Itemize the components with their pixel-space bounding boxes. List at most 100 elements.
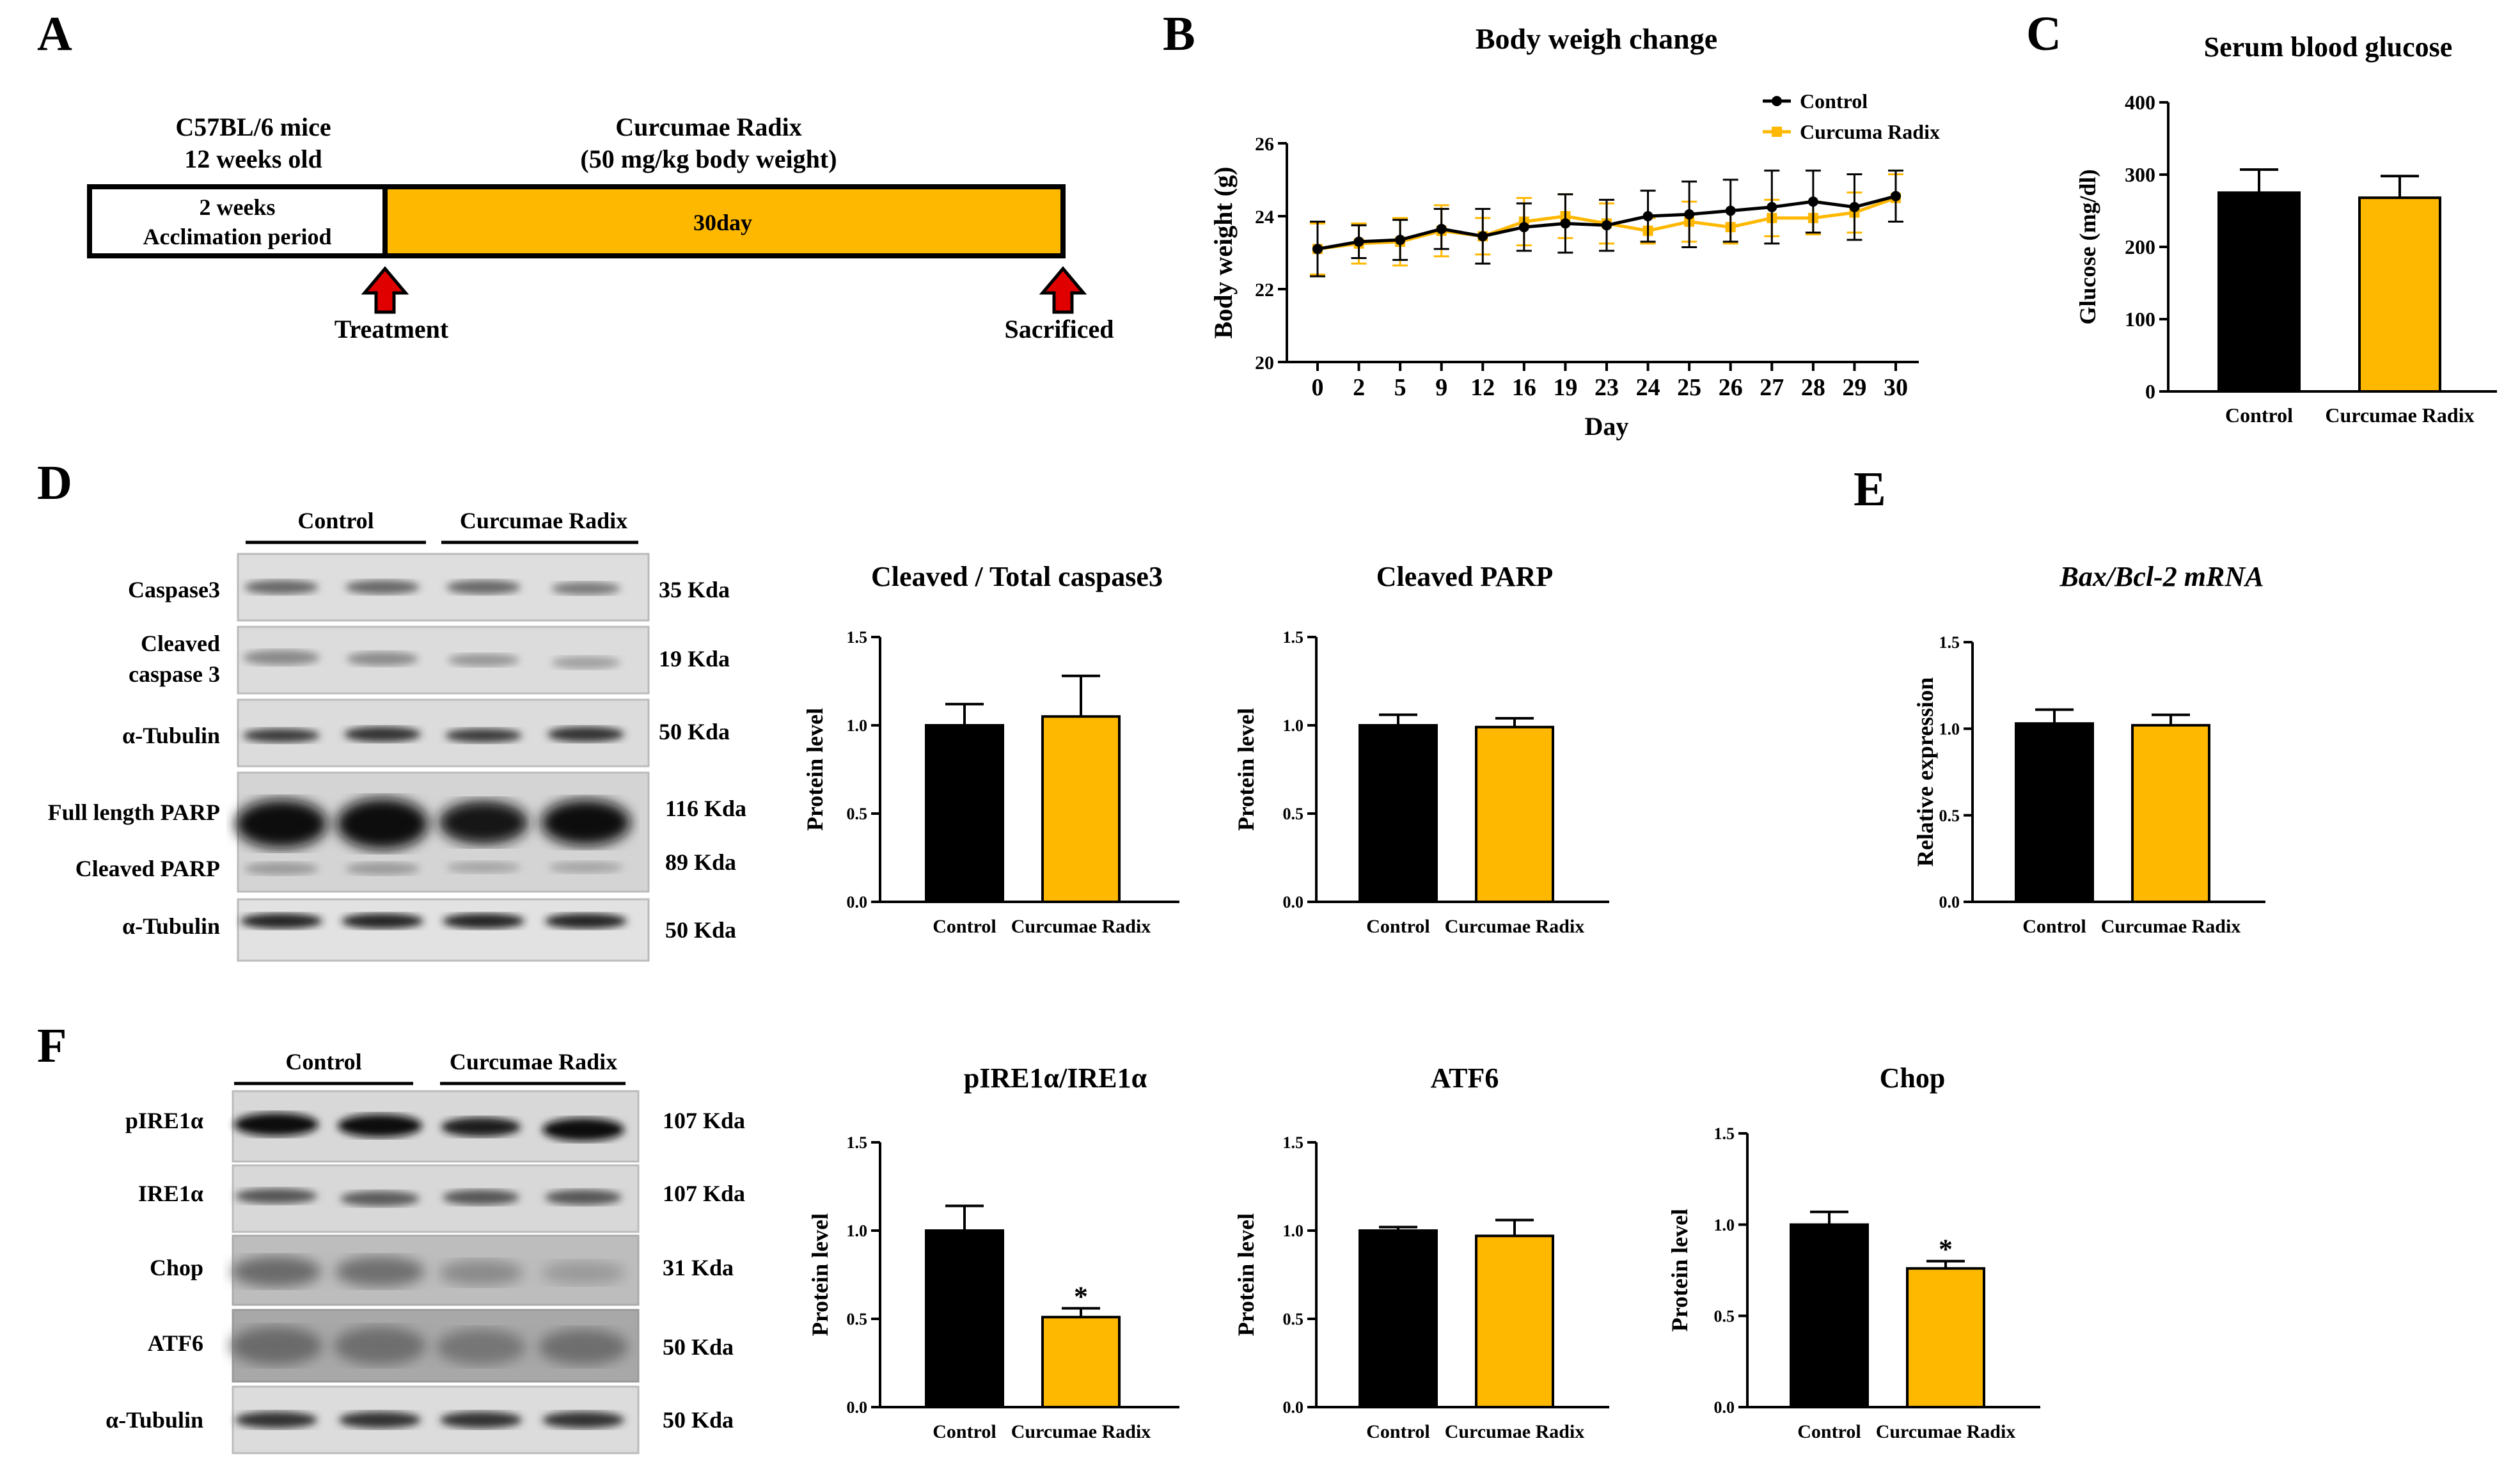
blot-f-label-pire1a: pIRE1α (125, 1108, 203, 1133)
data-point (1725, 205, 1736, 216)
y-tick-label: 0.0 (847, 893, 868, 911)
sacrificed-label: Sacrificed (1004, 315, 1114, 343)
mice-age-label: 12 weeks old (184, 145, 322, 173)
data-point (1477, 231, 1488, 242)
treatment-label: Treatment (335, 315, 449, 343)
y-tick-label: 1.5 (1283, 1133, 1304, 1152)
blot-d-kda-6: 50 Kda (665, 917, 736, 943)
panel-label-e: E (1854, 462, 1886, 516)
y-tick-label: 1.5 (847, 628, 868, 647)
y-tick-label: 0.5 (847, 1310, 868, 1328)
category-label: Control (2225, 404, 2293, 427)
panel-label-a: A (37, 7, 72, 61)
blot-strip-caspase3 (237, 553, 650, 622)
chart-pire1-ire1: pIRE1α/IRE1α 0.0 0.5 1.0 1.5 Protein level Con… (807, 1062, 1179, 1442)
category-label: Control (933, 1421, 996, 1442)
y-tick-label: 1.0 (1283, 1222, 1304, 1240)
data-point (1767, 201, 1777, 212)
x-tick-label: 24 (1636, 374, 1660, 401)
timeline-diagram: C57BL/6 mice 12 weeks old Curcumae Radix… (87, 113, 1114, 343)
chart-atf6: ATF6 0.0 0.5 1.0 1.5 Protein level Control Curc… (1233, 1062, 1609, 1442)
panel-label-f: F (37, 1019, 67, 1073)
chart-cleaved-parp: Cleaved PARP 0.0 0.5 1.0 1.5 Protein level Con… (1233, 561, 1609, 937)
y-tick-label: 1.0 (1283, 716, 1304, 735)
y-tick-label: 20 (1255, 352, 1274, 374)
y-tick-label: 0.0 (1283, 1398, 1304, 1417)
x-tick-label: 0 (1312, 374, 1324, 401)
blot-f-label-chop: Chop (150, 1255, 203, 1280)
blot-d-kda-4: 116 Kda (665, 796, 746, 821)
chart-title: pIRE1α/IRE1α (964, 1062, 1147, 1094)
data-point (1436, 223, 1447, 234)
treatment-arrow-icon (361, 266, 409, 314)
y-tick-label: 200 (2125, 235, 2155, 258)
x-tick-label: 19 (1553, 374, 1577, 401)
y-tick-label: 0.0 (1714, 1398, 1735, 1417)
western-blot-d: Control Curcumae Radix (48, 508, 746, 962)
blot-strip-chop (232, 1234, 640, 1306)
category-label: Curcumae Radix (1445, 1421, 1585, 1442)
data-point (1353, 236, 1364, 247)
chart-title: Cleaved PARP (1376, 561, 1554, 592)
y-tick-label: 0.5 (847, 805, 868, 823)
y-tick-label: 26 (1255, 134, 1274, 155)
blot-d-kda-1: 35 Kda (659, 577, 730, 603)
chart-title: Serum blood glucose (2204, 31, 2453, 63)
y-tick-label: 0.0 (847, 1398, 868, 1417)
bar-control (2217, 191, 2301, 393)
y-tick-label: 300 (2125, 163, 2155, 186)
blot-d-label-parp-full: Full length PARP (48, 800, 220, 825)
blot-d-label-parp-cleaved: Cleaved PARP (75, 856, 220, 881)
blot-f-kda-4: 50 Kda (663, 1334, 734, 1360)
data-point (1849, 201, 1860, 212)
x-tick-label: 16 (1512, 374, 1536, 401)
bar-control (925, 724, 1004, 903)
blot-d-label-caspase3b: caspase 3 (129, 661, 220, 687)
bar-treatment (1041, 1316, 1121, 1408)
western-blot-f: Control Curcumae Radix (106, 1049, 745, 1454)
x-tick-label: 28 (1801, 374, 1825, 401)
category-label: Curcumae Radix (1011, 916, 1151, 937)
significance-marker: * (1074, 1280, 1088, 1312)
data-point (1807, 196, 1818, 207)
y-axis-label: Relative expression (1912, 677, 1938, 867)
y-tick-label: 100 (2125, 308, 2155, 331)
bar-control (925, 1229, 1004, 1408)
x-tick-label: 2 (1353, 374, 1365, 401)
y-tick-label: 0.5 (1283, 805, 1304, 823)
category-label: Control (933, 916, 996, 937)
bar-treatment (1475, 1234, 1554, 1409)
drug-name-label: Curcumae Radix (615, 113, 801, 141)
blot-d-label-cleaved: Cleaved (141, 631, 220, 656)
blot-f-kda-1: 107 Kda (663, 1108, 745, 1133)
blot-f-kda-2: 107 Kda (663, 1181, 745, 1206)
bar-treatment (1475, 725, 1554, 903)
blot-d-label-tubulin-1: α-Tubulin (122, 723, 220, 748)
y-tick-label: 24 (1255, 207, 1274, 228)
mice-strain-label: C57BL/6 mice (175, 113, 331, 141)
bar-control (2015, 722, 2094, 904)
data-point (1560, 218, 1571, 229)
y-axis-label: Protein level (807, 1213, 833, 1336)
bar-treatment (2131, 723, 2210, 904)
category-label: Control (1366, 916, 1429, 937)
y-tick-label: 0.0 (1939, 893, 1960, 911)
y-tick-label: 0.5 (1283, 1310, 1304, 1328)
y-tick-label: 1.5 (847, 1133, 868, 1152)
x-tick-label: 5 (1394, 374, 1406, 401)
blot-f-label-ire1a: IRE1α (138, 1181, 203, 1206)
legend-label: Control (1800, 90, 1868, 113)
y-tick-label: 1.5 (1283, 628, 1304, 647)
y-tick-label: 1.0 (1939, 720, 1960, 738)
blot-f-kda-3: 31 Kda (663, 1255, 734, 1280)
y-tick-label: 1.5 (1939, 633, 1960, 652)
blot-f-treatment-header: Curcumae Radix (450, 1049, 617, 1075)
blot-strip-parp (235, 771, 650, 893)
panel-label-b: B (1163, 7, 1195, 61)
y-tick-label: 0.5 (1714, 1307, 1735, 1325)
x-tick-label: 30 (1884, 374, 1908, 401)
significance-marker: * (1939, 1234, 1953, 1265)
blot-strip-cleaved-caspase3 (237, 626, 650, 695)
x-tick-label: 25 (1677, 374, 1701, 401)
category-label: Curcumae Radix (1445, 916, 1585, 937)
